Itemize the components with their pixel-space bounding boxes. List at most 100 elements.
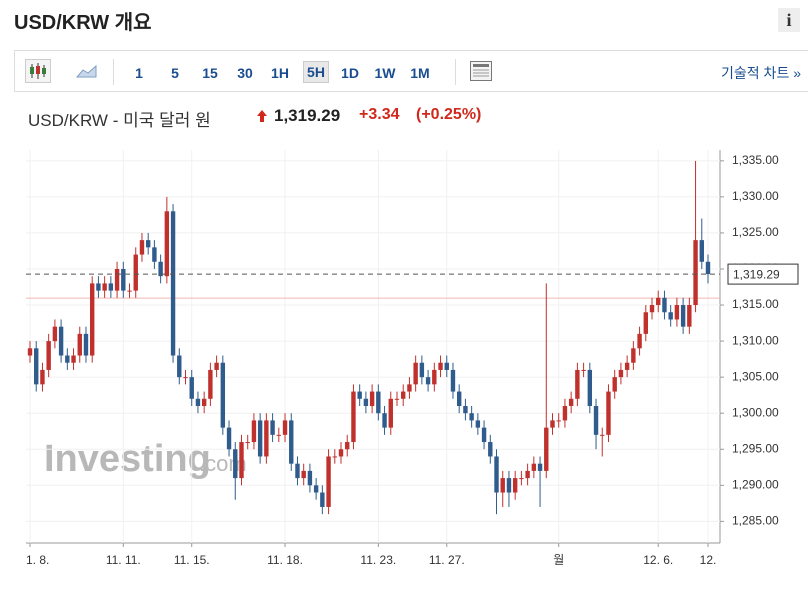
interval[interactable]: 1M bbox=[410, 65, 430, 81]
x-tick-label: 11. 27. bbox=[429, 553, 465, 567]
candle-body bbox=[170, 211, 176, 356]
candle-body bbox=[71, 355, 76, 363]
candle-body bbox=[618, 369, 624, 378]
y-tick-label: 1,315.00 bbox=[732, 297, 779, 311]
candle-body bbox=[239, 442, 244, 479]
area-icon[interactable] bbox=[75, 61, 99, 81]
candle-body bbox=[351, 391, 356, 443]
candle-body bbox=[208, 369, 213, 399]
candle-body bbox=[575, 369, 580, 399]
candle-body bbox=[313, 485, 319, 493]
candle-body bbox=[668, 312, 673, 320]
candle-body bbox=[425, 377, 431, 385]
candle-body bbox=[500, 478, 505, 493]
candle-body bbox=[152, 247, 157, 262]
candle-body bbox=[450, 369, 456, 392]
candle-body bbox=[177, 355, 182, 378]
interval[interactable]: 1D bbox=[341, 65, 359, 81]
candle-body bbox=[475, 420, 481, 428]
candle-body bbox=[108, 283, 114, 291]
interval[interactable]: 1H bbox=[271, 65, 289, 81]
x-tick-label: 11. 15. bbox=[174, 553, 210, 567]
candle-icon[interactable] bbox=[25, 59, 51, 83]
candle-body bbox=[407, 384, 412, 392]
candle-body bbox=[388, 398, 393, 428]
candle-body bbox=[58, 326, 64, 356]
candle-body bbox=[680, 305, 686, 327]
x-tick-label: 12. 6. bbox=[643, 553, 673, 567]
candle-body bbox=[133, 254, 138, 291]
watermark: Investing bbox=[44, 438, 211, 480]
candle-body bbox=[506, 478, 512, 493]
candle-body bbox=[562, 405, 568, 421]
candle-body bbox=[195, 398, 201, 406]
technical-link[interactable]: 기술적 차트 » bbox=[721, 65, 801, 81]
candle-body bbox=[270, 420, 275, 435]
interval[interactable]: 30 bbox=[237, 65, 253, 81]
candle-body bbox=[494, 456, 499, 493]
interval[interactable]: 5 bbox=[171, 65, 179, 81]
candle-body bbox=[357, 391, 362, 399]
candle-body bbox=[226, 427, 232, 450]
candle-body bbox=[550, 420, 555, 428]
candle-body bbox=[338, 449, 344, 457]
candle-body bbox=[444, 362, 449, 370]
candle-body bbox=[612, 377, 617, 392]
candle-body bbox=[662, 297, 667, 313]
candle-body bbox=[637, 333, 642, 349]
interval[interactable]: 1W bbox=[374, 65, 396, 81]
candle-body bbox=[600, 434, 605, 436]
interval[interactable]: 1 bbox=[135, 65, 143, 81]
candle-body bbox=[289, 420, 294, 464]
watermark: .com bbox=[199, 451, 247, 476]
candle-body bbox=[394, 398, 400, 400]
candle-body bbox=[121, 268, 126, 291]
candle-body bbox=[376, 391, 381, 414]
candle-body bbox=[432, 369, 437, 385]
candle-body bbox=[220, 362, 226, 428]
candle-body bbox=[164, 211, 170, 277]
candle-body bbox=[201, 398, 207, 406]
candle-body bbox=[114, 268, 120, 291]
page-title: USD/KRW 개요 bbox=[14, 12, 152, 34]
candle-body bbox=[481, 427, 487, 443]
candle-body bbox=[363, 398, 369, 406]
candle-body bbox=[401, 391, 406, 399]
y-tick-label: 1,335.00 bbox=[732, 153, 779, 167]
candle-body bbox=[276, 434, 282, 436]
candle-body bbox=[699, 240, 704, 262]
table-icon[interactable] bbox=[469, 60, 493, 82]
x-tick-label: 12. bbox=[700, 553, 717, 567]
candle-body bbox=[183, 377, 188, 379]
candle-body bbox=[214, 362, 219, 370]
y-tick-label: 1,310.00 bbox=[732, 333, 779, 347]
candle-body bbox=[320, 492, 325, 507]
candle-body bbox=[90, 283, 95, 356]
interval[interactable]: 5H bbox=[303, 61, 329, 83]
interval[interactable]: 15 bbox=[202, 65, 218, 81]
candle-body bbox=[382, 413, 387, 428]
candle-body bbox=[687, 305, 692, 327]
candle-body bbox=[581, 369, 586, 371]
candle-body bbox=[307, 470, 313, 486]
candle-body bbox=[674, 305, 680, 320]
candle-body bbox=[649, 305, 655, 313]
candle-body bbox=[158, 261, 163, 277]
x-tick-label: 11. 18. bbox=[267, 553, 303, 567]
y-tick-label: 1,300.00 bbox=[732, 405, 779, 419]
candle-body bbox=[624, 362, 630, 370]
candle-body bbox=[369, 391, 375, 406]
up-arrow bbox=[257, 110, 267, 122]
candle-body bbox=[345, 442, 350, 450]
quote-name: USD/KRW - 미국 달러 원 bbox=[28, 111, 211, 130]
candle-body bbox=[438, 362, 443, 370]
candle-body bbox=[245, 442, 250, 444]
candle-body bbox=[419, 362, 425, 378]
y-tick-label: 1,325.00 bbox=[732, 225, 779, 239]
x-tick-label: 11. 11. bbox=[106, 553, 141, 567]
candle-body bbox=[52, 326, 58, 342]
candle-body bbox=[544, 427, 549, 471]
info-button[interactable]: i bbox=[778, 8, 800, 32]
price-box bbox=[727, 263, 799, 285]
